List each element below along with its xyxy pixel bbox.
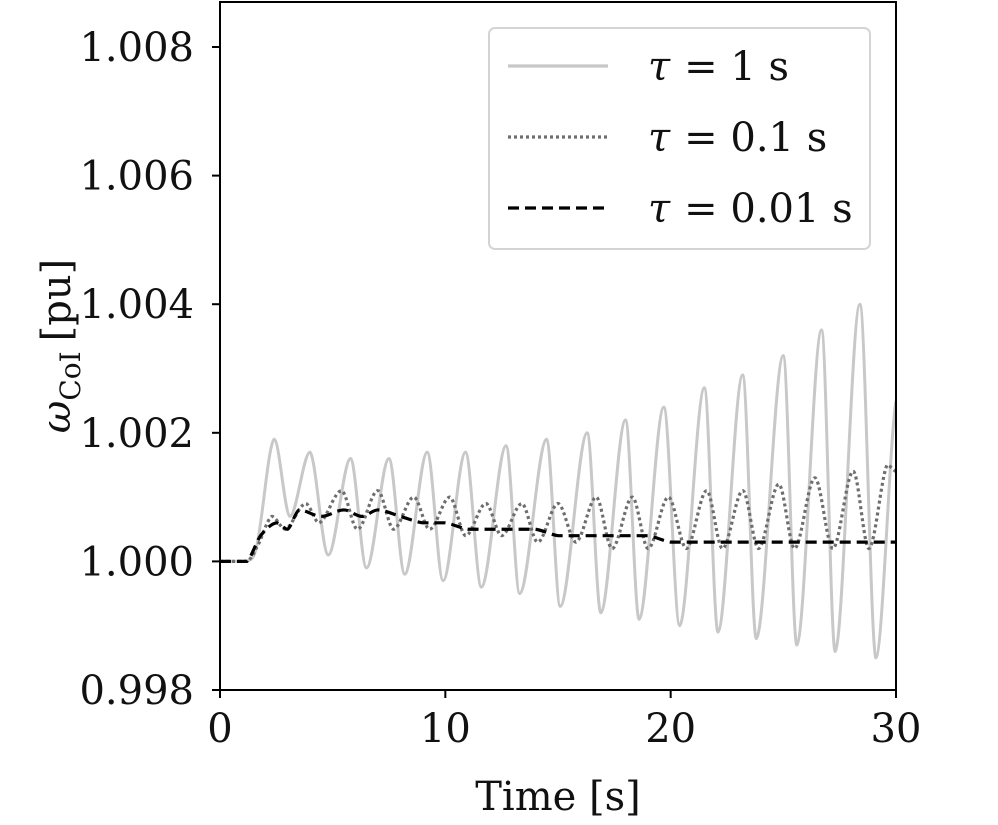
series-line-2 [220,463,896,564]
y-tick-label: 1.006 [79,154,194,200]
legend-label-3: τ = 0.01 s [648,186,853,232]
y-tick-label: 1.008 [79,25,194,71]
y-tick-label: 1.000 [79,539,194,585]
x-axis-title: Time [s] [475,774,641,820]
y-axis-title-unit: [pu] [34,259,80,342]
x-tick-label: 30 [871,706,922,752]
y-axis-title: ωCoI [pu] [34,259,87,434]
series-layer [220,302,896,660]
x-tick-label: 10 [420,706,471,752]
y-axis-title-symbol: ω [34,401,80,434]
y-tick-label: 0.998 [79,668,194,714]
x-tick-label: 0 [207,706,232,752]
x-tick-label: 20 [645,706,696,752]
y-tick-label: 1.002 [79,411,194,457]
y-tick-label: 1.004 [79,282,194,328]
plot-frame [219,1,897,691]
svg-text:ωCoI[pu]: ωCoI [pu] [34,259,87,434]
series-line-3 [220,508,896,564]
series-line-1 [220,302,896,660]
x-axis: 0 10 20 30 [207,690,921,752]
legend-label-1: τ = 1 s [648,44,789,90]
legend: τ = 1 s τ = 0.1 s τ = 0.01 s [488,27,871,250]
legend-label-2: τ = 0.1 s [648,115,827,161]
legend-box [488,27,871,250]
y-axis-title-subscript: CoI [54,351,87,400]
y-axis: 0.998 1.000 1.002 1.004 1.006 1.008 [79,25,220,714]
